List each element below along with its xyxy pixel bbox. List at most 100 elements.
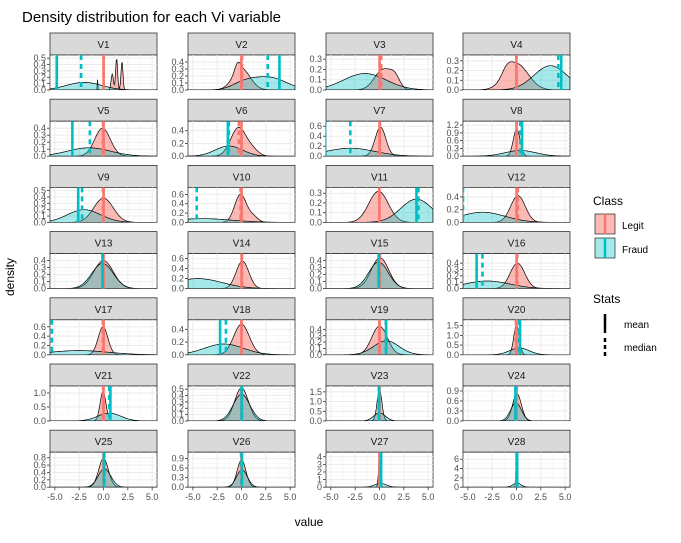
x-tick-label: 5.0 <box>559 492 572 502</box>
panel-plot-area <box>326 121 433 157</box>
facet-panel-v9: V9 0.00.10.20.30.40.5 <box>33 164 158 227</box>
y-tick-label: 0.0 <box>309 151 322 161</box>
legend-class-title: Class <box>593 194 623 208</box>
y-tick-label: 0.3 <box>33 130 46 140</box>
y-tick-label: 0.0 <box>446 416 459 426</box>
y-tick-label: 0.6 <box>33 322 46 332</box>
y-tick-label: 2 <box>317 467 322 477</box>
facet-strip-label: V9 <box>97 172 110 183</box>
y-tick-label: 0.5 <box>33 402 46 412</box>
y-tick-label: 0.1 <box>446 75 459 85</box>
y-tick-label: 1.5 <box>309 387 322 397</box>
y-tick-label: 0.4 <box>171 324 184 334</box>
facet-strip-label: V26 <box>233 437 251 448</box>
y-tick-label: 0.3 <box>309 331 322 341</box>
facet-panel-v14: V14 0.00.20.40.6 <box>171 231 296 294</box>
y-tick-label: 1.0 <box>446 330 459 340</box>
facet-strip-label: V28 <box>508 437 526 448</box>
panel-plot-area <box>463 121 570 157</box>
y-tick-label: 0.3 <box>309 188 322 198</box>
y-tick-label: 0.6 <box>309 121 322 131</box>
y-tick-label: 1 <box>317 475 322 485</box>
facet-panel-v23: V23 0.00.51.01.5 <box>309 363 434 426</box>
y-tick-label: 0.4 <box>33 467 46 477</box>
x-tick-label: -5.0 <box>47 492 63 502</box>
panel-plot-area <box>188 187 295 223</box>
panel-plot-area <box>50 319 157 355</box>
x-tick-label: 5.0 <box>146 492 159 502</box>
facet-strip-label: V15 <box>371 239 389 250</box>
x-tick-label: 0.0 <box>97 492 110 502</box>
panel-plot-area <box>188 55 295 90</box>
y-tick-label: 0.2 <box>171 274 184 284</box>
y-tick-label: 0.0 <box>446 284 459 294</box>
y-tick-label: 0.2 <box>33 137 46 147</box>
facet-strip-label: V4 <box>510 40 523 51</box>
facet-strip-label: V25 <box>95 437 113 448</box>
y-tick-label: 4 <box>454 464 459 474</box>
y-tick-label: 0.4 <box>446 258 459 268</box>
y-tick-label: 0.5 <box>33 53 46 63</box>
x-tick-label: 2.5 <box>535 492 548 502</box>
y-tick-label: 0.3 <box>446 143 459 153</box>
facet-strip-label: V13 <box>95 239 113 250</box>
y-tick-label: 0.0 <box>446 151 459 161</box>
y-tick-label: 0.1 <box>33 277 46 287</box>
y-tick-label: 0.0 <box>446 85 459 95</box>
y-tick-label: 0.0 <box>171 350 184 360</box>
y-tick-label: 0.2 <box>33 72 46 82</box>
y-tick-label: 0.2 <box>33 270 46 280</box>
y-tick-label: 0.4 <box>171 391 184 401</box>
facet-strip-label: V19 <box>371 305 389 316</box>
y-tick-label: 0.2 <box>309 270 322 280</box>
y-tick-label: 0.4 <box>309 256 322 266</box>
y-tick-label: 0.0 <box>171 416 184 426</box>
panel-plot-area <box>188 121 295 157</box>
y-tick-label: 0.3 <box>33 66 46 76</box>
facet-panel-v15: V15 0.00.10.20.30.4 <box>309 231 434 294</box>
x-axis-label: value <box>295 515 324 529</box>
y-tick-label: 0 <box>317 482 322 492</box>
chart-title: Density distribution for each Vi variabl… <box>22 9 281 26</box>
x-tick-label: -2.5 <box>209 492 225 502</box>
panel-plot-area <box>188 253 295 289</box>
y-tick-label: 0.0 <box>171 217 184 227</box>
y-tick-label: 4 <box>317 452 322 462</box>
x-tick-label: -2.5 <box>484 492 500 502</box>
x-axis-ticks: -5.0 -2.5 0.0 2.5 5.0 -5.0 -2.5 0.0 2.5 5.0 -5.0 -2… <box>47 487 571 502</box>
y-tick-label: 0.5 <box>33 186 46 196</box>
x-tick-label: -2.5 <box>71 492 87 502</box>
panel-plot-area <box>326 55 433 90</box>
x-tick-label: 2.5 <box>398 492 411 502</box>
facet-strip-label: V20 <box>508 305 526 316</box>
y-tick-label: 0.3 <box>446 406 459 416</box>
facet-panel-v3: V3 0.00.10.20.3 <box>309 32 434 95</box>
y-tick-label: 0.3 <box>446 265 459 275</box>
y-tick-label: 0.0 <box>309 416 322 426</box>
facet-strip-label: V5 <box>97 106 110 117</box>
y-tick-label: 0.2 <box>33 205 46 215</box>
y-tick-label: 0.9 <box>171 454 184 464</box>
legend-label-median: median <box>624 343 657 354</box>
facet-panel-v7: V7 0.00.20.40.6 <box>309 98 434 161</box>
y-tick-label: 0.6 <box>446 396 459 406</box>
panel-plot-area <box>463 253 570 289</box>
facet-panel-v26: V26 0.00.30.60.9 <box>171 429 296 492</box>
y-tick-label: 0.6 <box>446 136 459 146</box>
y-tick-label: 0.0 <box>171 284 184 294</box>
y-tick-label: 0.2 <box>309 198 322 208</box>
facet-strip-label: V11 <box>371 172 388 183</box>
y-tick-label: 0.0 <box>171 482 184 492</box>
facet-strip-label: V21 <box>95 371 113 382</box>
x-tick-label: 5.0 <box>422 492 435 502</box>
y-tick-label: 0.0 <box>33 350 46 360</box>
y-tick-label: 0.3 <box>33 263 46 273</box>
y-tick-label: 0.2 <box>309 64 322 74</box>
panel-plot-area <box>463 319 570 355</box>
x-tick-label: -5.0 <box>323 492 339 502</box>
facet-panel-v25: V25 0.00.20.40.60.8 <box>33 429 158 492</box>
facet-strip-label: V18 <box>233 305 251 316</box>
facet-panels: V10.00.10.20.30.40.5V20.00.10.20.30.4V30… <box>33 32 571 492</box>
x-tick-label: 2.5 <box>260 492 273 502</box>
